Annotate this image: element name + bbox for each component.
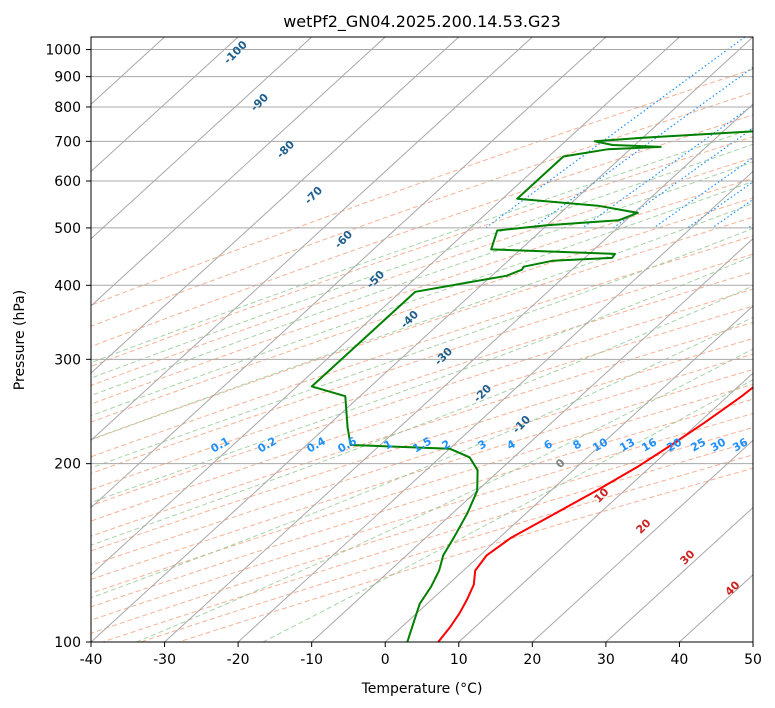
isotherm-line [91, 37, 607, 509]
isotherm-line [384, 305, 753, 642]
isotherm-line [91, 37, 313, 240]
x-tick-label: -20 [227, 652, 250, 668]
y-tick-label: 600 [54, 174, 81, 190]
moist-adiabat-line [91, 180, 753, 417]
x-tick-label: 50 [744, 652, 762, 668]
dry-adiabat-line [91, 216, 753, 441]
y-tick-label: 800 [54, 100, 81, 116]
dry-adiabat-line [91, 91, 753, 327]
y-tick-label: 1000 [45, 43, 81, 59]
dry-adiabat-line [91, 321, 753, 537]
y-tick-label: 400 [54, 278, 81, 294]
mixing-ratio-line [582, 104, 753, 229]
isotherm-line [605, 506, 753, 642]
dry-adiabat-line [91, 305, 753, 522]
y-tick-label: 200 [54, 457, 81, 473]
mixing-ratio-line [532, 66, 753, 229]
y-tick-label: 100 [54, 635, 81, 651]
moist-adiabat-line [91, 161, 753, 397]
x-tick-label: 10 [450, 652, 468, 668]
x-axis-ticks: -40 -30 -20 -10 0 10 20 30 40 50 [80, 642, 762, 668]
dry-adiabat-line [91, 353, 753, 566]
dry-adiabat-line [91, 383, 753, 594]
isotherms [91, 37, 753, 642]
plot-area: 0.1 0.2 0.4 0.6 1 1.5 2 3 4 6 8 10 13 16 20 25 30 36-100-… [91, 37, 753, 642]
moist-adiabat-line [91, 203, 753, 440]
isotherm-line [164, 103, 753, 642]
dry-adiabat-line [91, 235, 753, 458]
dry-adiabat-line [91, 253, 753, 475]
y-tick-label: 900 [54, 70, 81, 86]
dry-adiabat-line [91, 288, 753, 507]
dry-adiabat-line [91, 337, 753, 552]
x-tick-label: 40 [671, 652, 689, 668]
y-tick-label: 500 [54, 221, 81, 237]
dry-adiabat-line [91, 68, 753, 306]
x-axis-label: Temperature (°C) [361, 681, 483, 697]
dry-adiabat-line [91, 114, 753, 348]
y-tick-label: 700 [54, 134, 81, 150]
moist-adiabat-line [91, 285, 753, 546]
isotherm-line [91, 37, 680, 576]
x-tick-label: -30 [153, 652, 176, 668]
x-tick-label: -10 [300, 652, 323, 668]
isotherm-line [531, 439, 753, 642]
chart-title: wetPf2_GN04.2025.200.14.53.G23 [283, 12, 561, 32]
isotherm-line [237, 170, 753, 642]
x-tick-label: 0 [381, 652, 390, 668]
isotherm-line [91, 37, 460, 374]
mixing-ratio-line [485, 37, 746, 229]
sounding-series [310, 130, 753, 642]
moist-adiabat-line [136, 348, 753, 642]
x-tick-label: -40 [80, 652, 103, 668]
mixing-ratio-line [653, 157, 753, 229]
y-axis-ticks: 1000 900 800 700 600 500 400 300 200 100 [45, 43, 91, 651]
isotherm-line [91, 37, 533, 442]
isotherm-line [91, 37, 386, 307]
y-axis-label: Pressure (hPa) [12, 290, 28, 390]
plot-frame [90, 36, 754, 643]
isotherm-line [91, 37, 239, 173]
x-tick-label: 20 [523, 652, 541, 668]
temperature-profile-line [437, 386, 753, 642]
dewpoint-profile-line [310, 130, 753, 642]
y-tick-label: 300 [54, 352, 81, 368]
moist-adiabats [91, 127, 753, 642]
x-tick-label: 30 [597, 652, 615, 668]
moist-adiabat-line [91, 255, 753, 504]
isotherm-line [458, 372, 753, 642]
dry-adiabat-line [91, 368, 753, 580]
dry-adiabat-line [91, 177, 753, 405]
mixing-ratio-lines [485, 37, 753, 229]
moist-adiabat-line [91, 227, 753, 469]
moist-adiabat-line [91, 143, 753, 379]
isotherm-line [311, 237, 753, 642]
